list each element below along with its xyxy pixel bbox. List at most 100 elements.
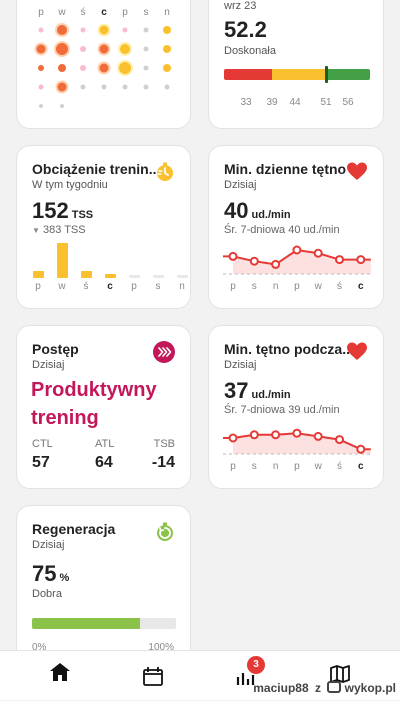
sleep-day-label: w [58,7,66,18]
workout-hr-line-chart [223,428,371,455]
daily-hr-day-label: p [294,281,300,292]
score-date: wrz 23 [224,0,257,12]
nav-calendar[interactable] [133,651,173,701]
sleep-dot [143,65,149,71]
training-load-card[interactable]: Obciążenie trenin... W tym tygodniu 152 T… [16,145,191,309]
hr-unit: ud./min [251,389,291,401]
sleep-dot [122,84,128,90]
min-workout-hr-card[interactable]: Min. tętno podcza... Dzisiaj 37 ud./min Ś… [208,325,384,489]
sleep-dot [57,82,67,92]
sleep-dot [80,65,86,71]
daily-hr-point [292,245,302,255]
daily-hr-point [335,255,344,265]
sleep-dot [120,44,130,54]
daily-hr-point [271,259,281,269]
progress-card[interactable]: Postęp Dzisiaj Produktywny trening CTL A… [16,325,191,489]
activity-chart-icon [236,673,255,685]
nav-home[interactable] [40,651,80,701]
scale-yellow-segment [272,69,326,80]
sleep-dot [119,62,131,74]
daily-hr-point [249,256,259,266]
tick-33: 33 [240,97,252,108]
hr-unit: ud./min [251,209,291,221]
daily-hr-day-label: s [251,281,257,292]
tss-bar [104,274,116,278]
watermark-site: wykop.pl [344,681,396,695]
sleep-dot [99,63,109,73]
card-title: Regeneracja [32,521,116,537]
workout-hr-point [271,430,281,440]
tss-day-label: p [35,281,41,292]
sleep-dot [80,46,86,52]
workout-hr-day-label: n [272,461,279,472]
recovery-timer-icon [155,522,175,542]
daily-hr-day-label: c [358,281,364,292]
recovery-unit: % [59,572,70,584]
sleep-dot [56,43,68,55]
sleep-dot [163,45,171,53]
tsb-label: TSB [153,438,175,450]
seven-day-average: Śr. 7-dniowa 39 ud./min [224,404,340,416]
tick-51: 51 [320,97,332,108]
tss-day-label: ś [83,281,89,292]
score-card[interactable]: wrz 23 52.2 Doskonała 33 39 44 51 56 [208,0,384,129]
card-title: Min. dzienne tętno [224,161,347,177]
calendar-icon [143,667,163,686]
sleep-dot [36,44,46,54]
sleep-dot [80,84,86,90]
down-arrow-icon: ▼ [32,226,40,235]
workout-hr-day-label: s [251,461,257,472]
sleep-dot [143,46,149,52]
card-subtitle: W tym tygodniu [32,179,108,191]
tsb-value: -14 [151,454,175,471]
workout-hr-area [233,433,371,454]
watermark: maciup88 z wykop.pl [253,681,396,695]
recovery-status: Dobra [32,588,62,600]
watermark-user: maciup88 [253,681,309,695]
card-title: Min. tętno podcza... [224,341,354,357]
workout-hr-point [292,428,302,438]
sleep-dot [164,84,170,90]
recovery-number: 75 [32,561,57,586]
recovery-card[interactable]: Regeneracja Dzisiaj 75% Dobra 0% 100% [16,505,191,669]
sleep-dot [38,65,44,71]
scale-green-segment [326,69,370,80]
heart-icon [347,342,367,362]
card-subtitle: Dzisiaj [32,539,65,551]
score-marker [325,66,328,83]
sleep-dot [143,27,149,33]
daily-hr-point [313,248,323,258]
min-daily-hr-card[interactable]: Min. dzienne tętno Dzisiaj 40 ud./min Śr.… [208,145,384,309]
workout-hr-day-label: w [314,461,322,472]
sleep-dot [99,25,109,35]
score-scale-ticks: 33 39 44 51 56 [209,97,385,111]
scale-red-segment [224,69,272,80]
sleep-day-label: p [38,7,44,18]
hr-number: 37 [224,378,249,403]
atl-label: ATL [95,438,115,450]
sleep-dot [163,64,171,72]
card-title: Postęp [32,341,79,357]
sleep-dot [38,84,44,90]
tss-number: 152 [32,198,69,223]
tss-day-label: p [131,281,137,292]
sleep-dot [143,84,149,90]
recovery-value: 75% [32,561,69,587]
scale-max: 100% [148,642,174,653]
hr-value: 40 ud./min [224,198,291,224]
sleep-dot [38,27,44,33]
workout-hr-point [228,433,238,443]
daily-hr-area [233,250,371,274]
tick-39: 39 [266,97,278,108]
nav-activity[interactable]: 3 [225,651,265,701]
daily-hr-day-label: ś [337,281,342,292]
hr-number: 40 [224,198,249,223]
card-title: Obciążenie trenin... [32,161,161,177]
hr-value: 37 ud./min [224,378,291,404]
daily-hr-point [228,251,238,261]
daily-hr-day-label: w [314,281,322,292]
heart-icon [347,162,367,182]
